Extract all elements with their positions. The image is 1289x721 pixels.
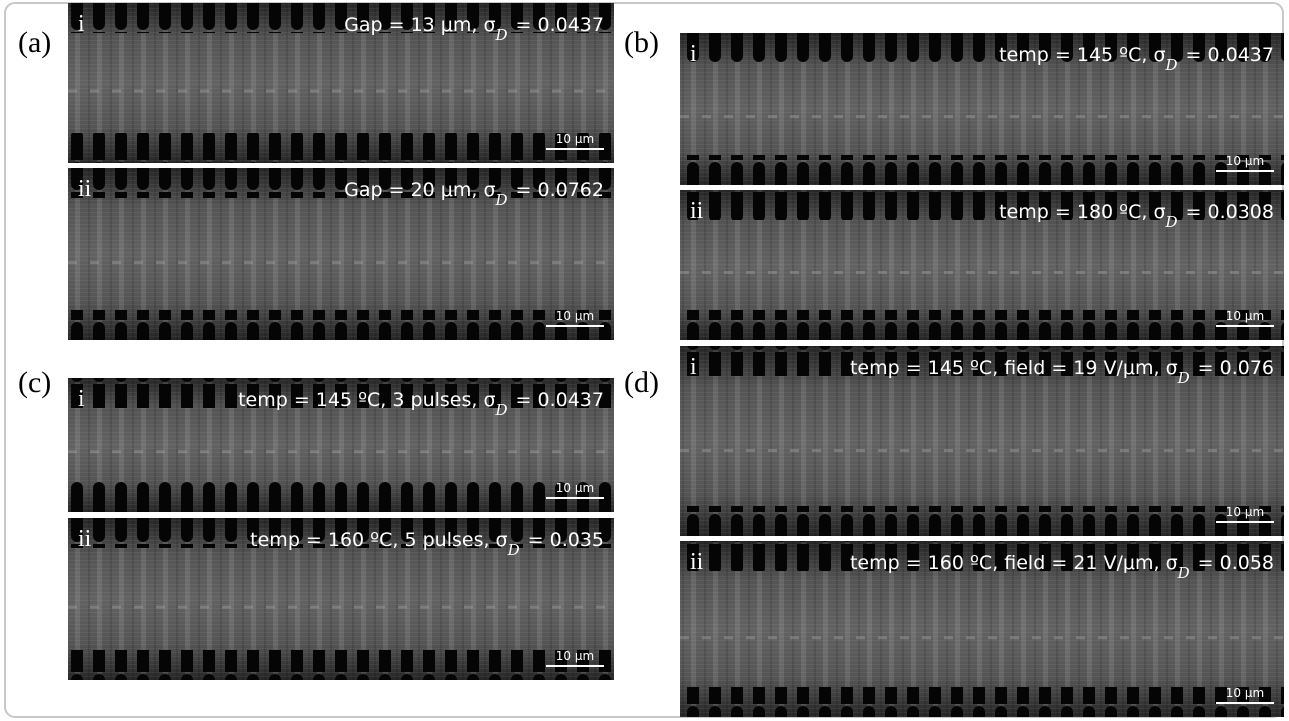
caption-value: = 0.0762 xyxy=(516,179,604,201)
image-index: ii xyxy=(690,198,704,224)
micrograph: ii temp = 160 ºC, 5 pulses, σD = 0.035 10 μ… xyxy=(68,518,614,680)
image-caption: temp = 160 ºC, 5 pulses, σD = 0.035 xyxy=(250,529,604,559)
micrograph: i temp = 145 ºC, field = 19 V/μm, σD = 0.0… xyxy=(680,346,1284,536)
image-caption: temp = 180 ºC, σD = 0.0308 xyxy=(999,201,1274,231)
caption-value: = 0.058 xyxy=(1198,552,1274,574)
electrode-teeth-top xyxy=(680,190,1284,220)
scale-bar-label: 10 μm xyxy=(1226,505,1264,519)
caption-subscript: D xyxy=(495,191,508,209)
electrode-teeth-bottom xyxy=(680,310,1284,340)
scale-bar-label: 10 μm xyxy=(556,309,594,323)
scan-lines xyxy=(680,346,1284,536)
image-caption: temp = 145 ºC, 3 pulses, σD = 0.0437 xyxy=(238,389,604,419)
image-caption: temp = 145 ºC, σD = 0.0437 xyxy=(999,44,1274,74)
caption-value: = 0.0437 xyxy=(516,389,604,411)
panel-label: (b) xyxy=(624,26,659,59)
scale-bar-label: 10 μm xyxy=(1226,309,1264,323)
scale-bar-label: 10 μm xyxy=(1226,686,1264,700)
micrograph: i temp = 145 ºC, σD = 0.0437 10 μm xyxy=(680,33,1284,185)
image-caption: temp = 160 ºC, field = 21 V/μm, σD = 0.05… xyxy=(850,552,1274,582)
caption-value: = 0.035 xyxy=(528,529,604,551)
image-index: i xyxy=(78,11,85,37)
caption-prefix: temp = 145 ºC, σ xyxy=(999,44,1165,66)
electrode-teeth-bottom xyxy=(680,155,1284,185)
image-caption: Gap = 13 μm, σD = 0.0437 xyxy=(344,14,604,44)
scale-bar-label: 10 μm xyxy=(556,132,594,146)
caption-subscript: D xyxy=(495,401,508,419)
caption-subscript: D xyxy=(1177,564,1190,582)
micrograph: ii Gap = 20 μm, σD = 0.0762 10 μm xyxy=(68,168,614,340)
caption-value: = 0.076 xyxy=(1198,357,1274,379)
micrograph: i Gap = 13 μm, σD = 0.0437 10 μm xyxy=(68,3,614,163)
caption-prefix: temp = 145 ºC, field = 19 V/μm, σ xyxy=(850,357,1178,379)
image-caption: Gap = 20 μm, σD = 0.0762 xyxy=(344,179,604,209)
electrode-teeth-top xyxy=(680,33,1284,63)
electrode-teeth-top xyxy=(680,346,1284,376)
caption-prefix: temp = 160 ºC, 5 pulses, σ xyxy=(250,529,507,551)
image-index: i xyxy=(690,354,697,380)
image-index: ii xyxy=(78,176,92,202)
caption-subscript: D xyxy=(495,26,508,44)
electrode-teeth-bottom xyxy=(68,310,614,340)
image-index: ii xyxy=(78,526,92,552)
panel-label: (d) xyxy=(624,366,659,399)
caption-prefix: temp = 180 ºC, σ xyxy=(999,201,1165,223)
micrograph: ii temp = 180 ºC, σD = 0.0308 10 μm xyxy=(680,190,1284,340)
scale-bar-label: 10 μm xyxy=(1226,154,1264,168)
caption-subscript: D xyxy=(1177,369,1190,387)
caption-prefix: temp = 160 ºC, field = 21 V/μm, σ xyxy=(850,552,1178,574)
electrode-teeth-bottom xyxy=(680,506,1284,536)
electrode-teeth-bottom xyxy=(68,650,614,680)
electrode-teeth-top xyxy=(68,518,614,548)
electrode-teeth-bottom xyxy=(68,133,614,163)
caption-prefix: Gap = 13 μm, σ xyxy=(344,14,495,36)
electrode-teeth-top xyxy=(68,3,614,33)
caption-subscript: D xyxy=(1165,56,1178,74)
electrode-teeth-top xyxy=(68,378,614,408)
caption-subscript: D xyxy=(507,541,520,559)
panel-label: (c) xyxy=(18,366,51,399)
micrograph: i temp = 145 ºC, 3 pulses, σD = 0.0437 10 μ… xyxy=(68,378,614,512)
image-index: ii xyxy=(690,549,704,575)
caption-value: = 0.0437 xyxy=(1186,44,1274,66)
electrode-teeth-top xyxy=(68,168,614,198)
scale-bar-label: 10 μm xyxy=(556,649,594,663)
image-caption: temp = 145 ºC, field = 19 V/μm, σD = 0.07… xyxy=(850,357,1274,387)
caption-value: = 0.0308 xyxy=(1186,201,1274,223)
panel-label: (a) xyxy=(18,26,51,59)
micrograph: ii temp = 160 ºC, field = 21 V/μm, σD = 0.… xyxy=(680,541,1284,717)
image-index: i xyxy=(690,41,697,67)
scale-bar-label: 10 μm xyxy=(556,481,594,495)
electrode-teeth-top xyxy=(680,541,1284,571)
image-index: i xyxy=(78,386,85,412)
caption-prefix: Gap = 20 μm, σ xyxy=(344,179,495,201)
caption-prefix: temp = 145 ºC, 3 pulses, σ xyxy=(238,389,495,411)
caption-value: = 0.0437 xyxy=(516,14,604,36)
electrode-teeth-bottom xyxy=(680,687,1284,717)
caption-subscript: D xyxy=(1165,213,1178,231)
electrode-teeth-bottom xyxy=(68,482,614,512)
